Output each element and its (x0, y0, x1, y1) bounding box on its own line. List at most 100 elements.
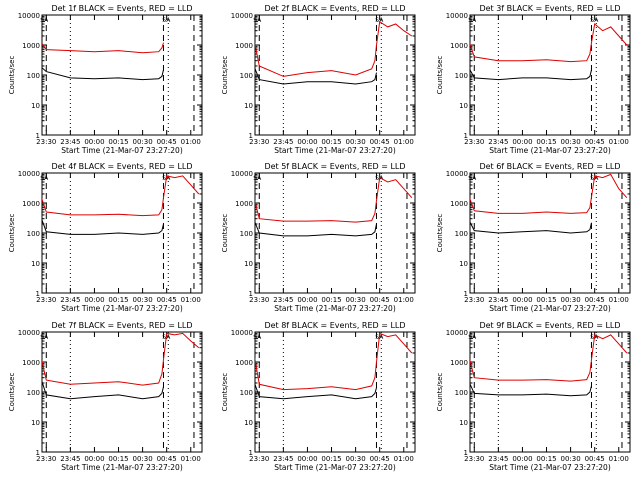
y-tick-label: 1 (249, 449, 253, 457)
x-tick-label: 00:15 (108, 138, 128, 146)
plot-title: Det 5f BLACK = Events, RED = LLD (264, 162, 405, 171)
x-tick-label: 23:45 (273, 296, 293, 304)
x-tick-label: 23:45 (488, 455, 508, 463)
x-tick-label: 01:00 (181, 296, 201, 304)
series-lld-line (42, 332, 200, 386)
saa-label: SA (468, 334, 477, 341)
x-tick-label: 23:30 (464, 296, 484, 304)
y-tick-label: 1000 (235, 359, 253, 367)
x-tick-label: 00:00 (512, 455, 532, 463)
x-tick-label: 01:00 (394, 296, 414, 304)
plot-title: Det 9f BLACK = Events, RED = LLD (479, 321, 620, 330)
x-tick-label: 00:30 (133, 138, 153, 146)
y-tick-label: 100 (27, 72, 40, 80)
y-tick-label: 1000 (450, 42, 468, 50)
x-tick-label: 00:00 (512, 138, 532, 146)
x-tick-label: 01:00 (181, 455, 201, 463)
x-tick-label: 01:00 (394, 455, 414, 463)
y-axis-label: Counts/sec (436, 214, 444, 253)
y-tick-label: 1000 (22, 359, 40, 367)
series-events-line (255, 221, 377, 237)
saa-label: SA (162, 17, 171, 24)
plot-frame (254, 172, 416, 294)
y-tick-label: 10 (244, 102, 253, 110)
x-tick-label: 23:30 (36, 455, 56, 463)
plot-frame (469, 14, 631, 136)
x-tick-label: 00:00 (297, 296, 317, 304)
x-tick-label: 00:45 (157, 455, 177, 463)
y-tick-label: 10000 (18, 329, 40, 337)
series-events-line (42, 218, 164, 235)
plot-frame (254, 331, 416, 453)
y-tick-label: 10 (459, 419, 468, 427)
x-tick-label: 00:15 (108, 455, 128, 463)
series-lld-line (470, 173, 628, 214)
x-tick-label: 00:30 (346, 138, 366, 146)
x-tick-label: 00:30 (561, 138, 581, 146)
y-tick-label: 10 (31, 419, 40, 427)
saa-label: SA (253, 175, 262, 182)
y-tick-label: 1000 (22, 200, 40, 208)
x-tick-label: 23:30 (464, 138, 484, 146)
panel-det-6: Det 6f BLACK = Events, RED = LLD 1 10 100 10… (436, 162, 631, 313)
x-tick-label: 23:30 (36, 138, 56, 146)
x-tick-label: 23:45 (60, 455, 80, 463)
y-tick-label: 10000 (446, 329, 468, 337)
y-tick-label: 1 (464, 132, 468, 140)
series-events-line (42, 67, 164, 81)
y-tick-label: 10 (31, 260, 40, 268)
x-tick-label: 00:15 (321, 138, 341, 146)
y-tick-label: 10 (459, 102, 468, 110)
y-tick-label: 100 (27, 230, 40, 238)
series-lld-line (470, 334, 628, 382)
plot-frame (469, 331, 631, 453)
panel-det-8: Det 8f BLACK = Events, RED = LLD 1 10 100 10… (221, 321, 416, 472)
x-axis-label: Start Time (21-Mar-07 23:27:20) (489, 146, 611, 155)
y-tick-label: 100 (240, 72, 253, 80)
x-tick-label: 23:45 (273, 455, 293, 463)
x-tick-label: 00:45 (157, 138, 177, 146)
plot-title: Det 6f BLACK = Events, RED = LLD (479, 162, 620, 171)
series-lld-line (42, 175, 200, 217)
saa-label: SA (375, 334, 384, 341)
series-events-line (470, 382, 592, 397)
x-tick-label: 00:30 (346, 296, 366, 304)
x-tick-label: 23:30 (464, 455, 484, 463)
x-tick-label: 01:00 (181, 138, 201, 146)
y-tick-label: 10000 (446, 12, 468, 20)
x-tick-label: 00:45 (157, 296, 177, 304)
y-tick-label: 100 (240, 389, 253, 397)
x-axis-label: Start Time (21-Mar-07 23:27:20) (274, 463, 396, 472)
x-tick-label: 23:30 (249, 296, 269, 304)
x-axis-label: Start Time (21-Mar-07 23:27:20) (489, 304, 611, 313)
x-tick-label: 23:45 (488, 296, 508, 304)
y-tick-label: 10000 (18, 12, 40, 20)
panel-det-3: Det 3f BLACK = Events, RED = LLD 1 10 100 10… (436, 4, 631, 155)
y-tick-label: 10 (459, 260, 468, 268)
y-axis-label: Counts/sec (221, 373, 229, 412)
y-axis-label: Counts/sec (436, 373, 444, 412)
x-tick-label: 00:00 (512, 296, 532, 304)
y-axis-label: Counts/sec (8, 56, 16, 95)
x-axis-label: Start Time (21-Mar-07 23:27:20) (274, 146, 396, 155)
y-tick-label: 10000 (446, 170, 468, 178)
panel-det-4: Det 4f BLACK = Events, RED = LLD 1 10 100 10… (8, 162, 203, 313)
saa-label: SA (253, 334, 262, 341)
series-events-line (255, 67, 377, 85)
x-axis-label: Start Time (21-Mar-07 23:27:20) (61, 146, 183, 155)
y-tick-label: 100 (455, 72, 468, 80)
series-events-line (470, 220, 592, 234)
x-tick-label: 01:00 (609, 138, 629, 146)
y-tick-label: 1000 (450, 359, 468, 367)
series-lld-line (255, 176, 413, 223)
x-tick-label: 00:00 (84, 138, 104, 146)
x-tick-label: 00:30 (133, 296, 153, 304)
x-tick-label: 00:30 (346, 455, 366, 463)
y-tick-label: 1000 (450, 200, 468, 208)
x-axis-label: Start Time (21-Mar-07 23:27:20) (274, 304, 396, 313)
saa-label: SA (468, 17, 477, 24)
panel-det-7: Det 7f BLACK = Events, RED = LLD 1 10 100 10… (8, 321, 203, 472)
x-tick-label: 00:45 (585, 138, 605, 146)
x-tick-label: 00:45 (370, 455, 390, 463)
